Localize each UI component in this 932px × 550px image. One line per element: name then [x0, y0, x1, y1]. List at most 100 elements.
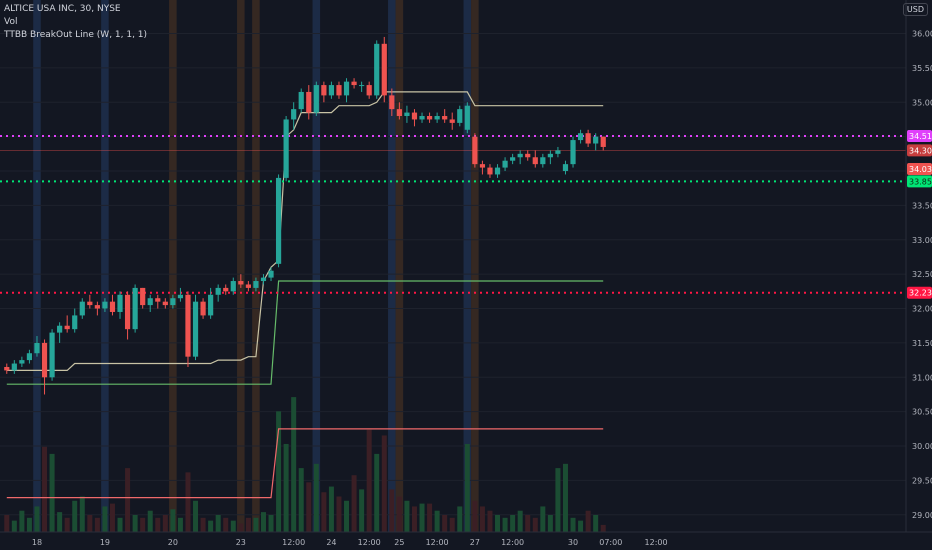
candle-body — [155, 298, 161, 302]
volume-bar — [253, 517, 259, 532]
volume-bar — [389, 489, 395, 532]
candle-body — [366, 85, 372, 96]
volume-bar — [147, 510, 153, 532]
volume-bar — [585, 510, 591, 532]
volume-bar — [11, 520, 17, 532]
candle-body — [102, 301, 108, 309]
x-tick-label: 23 — [236, 538, 246, 547]
volume-bar — [442, 514, 448, 532]
session-band — [463, 0, 472, 532]
candle-body — [192, 301, 199, 357]
volume-bar — [79, 496, 85, 532]
x-tick-label: 18 — [32, 538, 42, 547]
candle-body — [94, 305, 100, 309]
candle-body — [4, 366, 10, 371]
volume-bar — [600, 524, 606, 532]
volume-bar — [238, 523, 244, 532]
x-tick-label: 12:00 — [645, 538, 668, 547]
symbol-title[interactable]: ALTICE USA INC, 30, NYSE — [4, 4, 121, 14]
volume-bar — [283, 443, 289, 532]
volume-bar — [64, 517, 70, 532]
candle-body — [208, 294, 214, 316]
indicator-legend[interactable]: TTBB BreakOut Line (W, 1, 1, 1) — [4, 30, 148, 40]
candle-body — [19, 360, 25, 364]
candle-body — [577, 133, 584, 141]
volume-bar — [268, 514, 274, 532]
candle-body — [457, 109, 463, 123]
candle-body — [238, 281, 244, 285]
candle-body — [336, 85, 342, 96]
volume-bar — [260, 512, 266, 532]
candle-body — [223, 287, 229, 292]
candle-body — [570, 140, 576, 165]
volume-bar — [155, 517, 161, 532]
price-axis-panel — [906, 0, 932, 550]
candle-body — [593, 136, 599, 144]
volume-bar — [472, 500, 478, 532]
candle-body — [472, 136, 478, 165]
volume-bar — [321, 492, 327, 532]
volume-bar — [26, 517, 32, 532]
volume-bar — [276, 411, 282, 532]
candle-body — [525, 153, 531, 158]
session-band — [101, 0, 109, 532]
candle-body — [275, 177, 282, 264]
price-tag-label: 34.30 — [909, 146, 932, 155]
candle-body — [359, 85, 365, 87]
volume-bar — [366, 429, 372, 532]
candle-body — [404, 112, 410, 117]
x-tick-label: 19 — [100, 538, 110, 547]
candle-body — [313, 85, 319, 113]
volume-bar — [532, 517, 538, 532]
candle-body — [57, 325, 63, 333]
breakout-upper-line — [6, 91, 604, 371]
session-band — [169, 0, 177, 532]
volume-bar — [479, 506, 485, 532]
session-band — [252, 0, 260, 532]
volume-bar — [298, 468, 304, 532]
volume-bar — [336, 496, 342, 532]
candle-body — [487, 167, 493, 175]
volume-bar — [313, 463, 319, 532]
price-tag — [907, 162, 932, 175]
volume-bar — [4, 514, 10, 532]
volume-bar — [94, 517, 100, 532]
y-tick-label: 35.00 — [912, 98, 932, 107]
candle-body — [11, 363, 17, 371]
volume-bar — [374, 453, 380, 532]
candle-body — [200, 301, 206, 316]
volume-bar — [525, 514, 531, 532]
candle-body — [374, 43, 380, 96]
price-tag-label: 33.85 — [909, 177, 932, 186]
volume-bar — [245, 517, 251, 532]
y-tick-label: 31.50 — [912, 339, 932, 348]
currency-button[interactable]: USD — [902, 3, 928, 16]
volume-bar — [344, 500, 350, 532]
candle-body — [434, 116, 440, 120]
candle-body — [260, 277, 267, 282]
session-band — [33, 0, 41, 532]
volume-bar — [223, 517, 229, 532]
session-band — [388, 0, 396, 532]
candle-body — [253, 281, 259, 288]
volume-bar — [578, 520, 584, 532]
volume-legend[interactable]: Vol — [4, 17, 18, 27]
volume-bar — [502, 517, 508, 532]
candle-body — [124, 294, 131, 330]
candle-body — [351, 81, 357, 86]
candle-body — [389, 95, 395, 110]
candle-body — [442, 116, 448, 120]
x-tick-label: 07:00 — [599, 538, 622, 547]
candle-body — [283, 119, 289, 178]
volume-bar — [42, 446, 48, 532]
volume-bar — [411, 506, 417, 532]
candle-body — [494, 167, 501, 175]
volume-bar — [487, 510, 493, 532]
candle-body — [41, 342, 48, 378]
price-tag-label: 34.03 — [909, 165, 932, 174]
x-tick-label: 12:00 — [501, 538, 524, 547]
volume-bar — [381, 435, 387, 532]
candle-body — [268, 270, 274, 278]
volume-bar — [434, 510, 440, 532]
